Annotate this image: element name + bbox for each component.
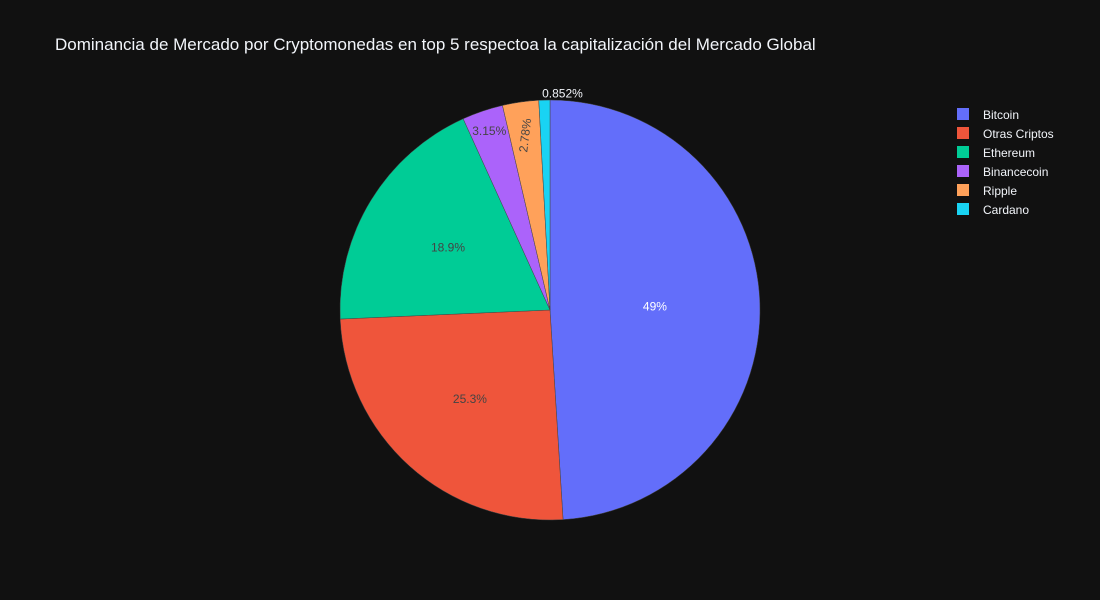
pie-slice-otras-criptos[interactable] bbox=[339, 309, 564, 521]
pie-slice-cardano[interactable] bbox=[538, 99, 551, 311]
slice-label-ripple: 2.78% bbox=[516, 117, 534, 153]
legend-label-binancecoin[interactable]: Binancecoin bbox=[983, 165, 1048, 179]
pie-slice-labels: 49% 25.3% 18.9% 3.15% 2.78% 0.852% bbox=[431, 87, 667, 406]
legend-label-cardano[interactable]: Cardano bbox=[983, 203, 1029, 217]
pie-slice-ethereum[interactable] bbox=[339, 118, 551, 320]
legend-swatch-otras-criptos[interactable] bbox=[957, 127, 969, 139]
slice-label-ethereum: 18.9% bbox=[431, 240, 465, 254]
legend-swatch-cardano[interactable] bbox=[957, 203, 969, 215]
legend-label-ripple[interactable]: Ripple bbox=[983, 184, 1017, 198]
pie-slice-bitcoin[interactable] bbox=[549, 99, 761, 520]
legend-label-ethereum[interactable]: Ethereum bbox=[983, 146, 1035, 160]
pie-slices bbox=[339, 99, 761, 521]
chart-title: Dominancia de Mercado por Cryptomonedas … bbox=[55, 35, 816, 54]
legend-label-bitcoin[interactable]: Bitcoin bbox=[983, 108, 1019, 122]
legend-swatch-binancecoin[interactable] bbox=[957, 165, 969, 177]
legend-swatch-ethereum[interactable] bbox=[957, 146, 969, 158]
legend-label-otras-criptos[interactable]: Otras Criptos bbox=[983, 127, 1054, 141]
slice-label-binancecoin: 3.15% bbox=[472, 124, 506, 138]
slice-label-bitcoin: 49% bbox=[643, 300, 667, 314]
legend-swatch-bitcoin[interactable] bbox=[957, 108, 969, 120]
slice-label-cardano: 0.852% bbox=[542, 87, 583, 101]
legend-swatch-ripple[interactable] bbox=[957, 184, 969, 196]
legend: Bitcoin Otras Criptos Ethereum Binancecoin R… bbox=[957, 108, 1054, 217]
slice-label-otras-criptos: 25.3% bbox=[453, 392, 487, 406]
